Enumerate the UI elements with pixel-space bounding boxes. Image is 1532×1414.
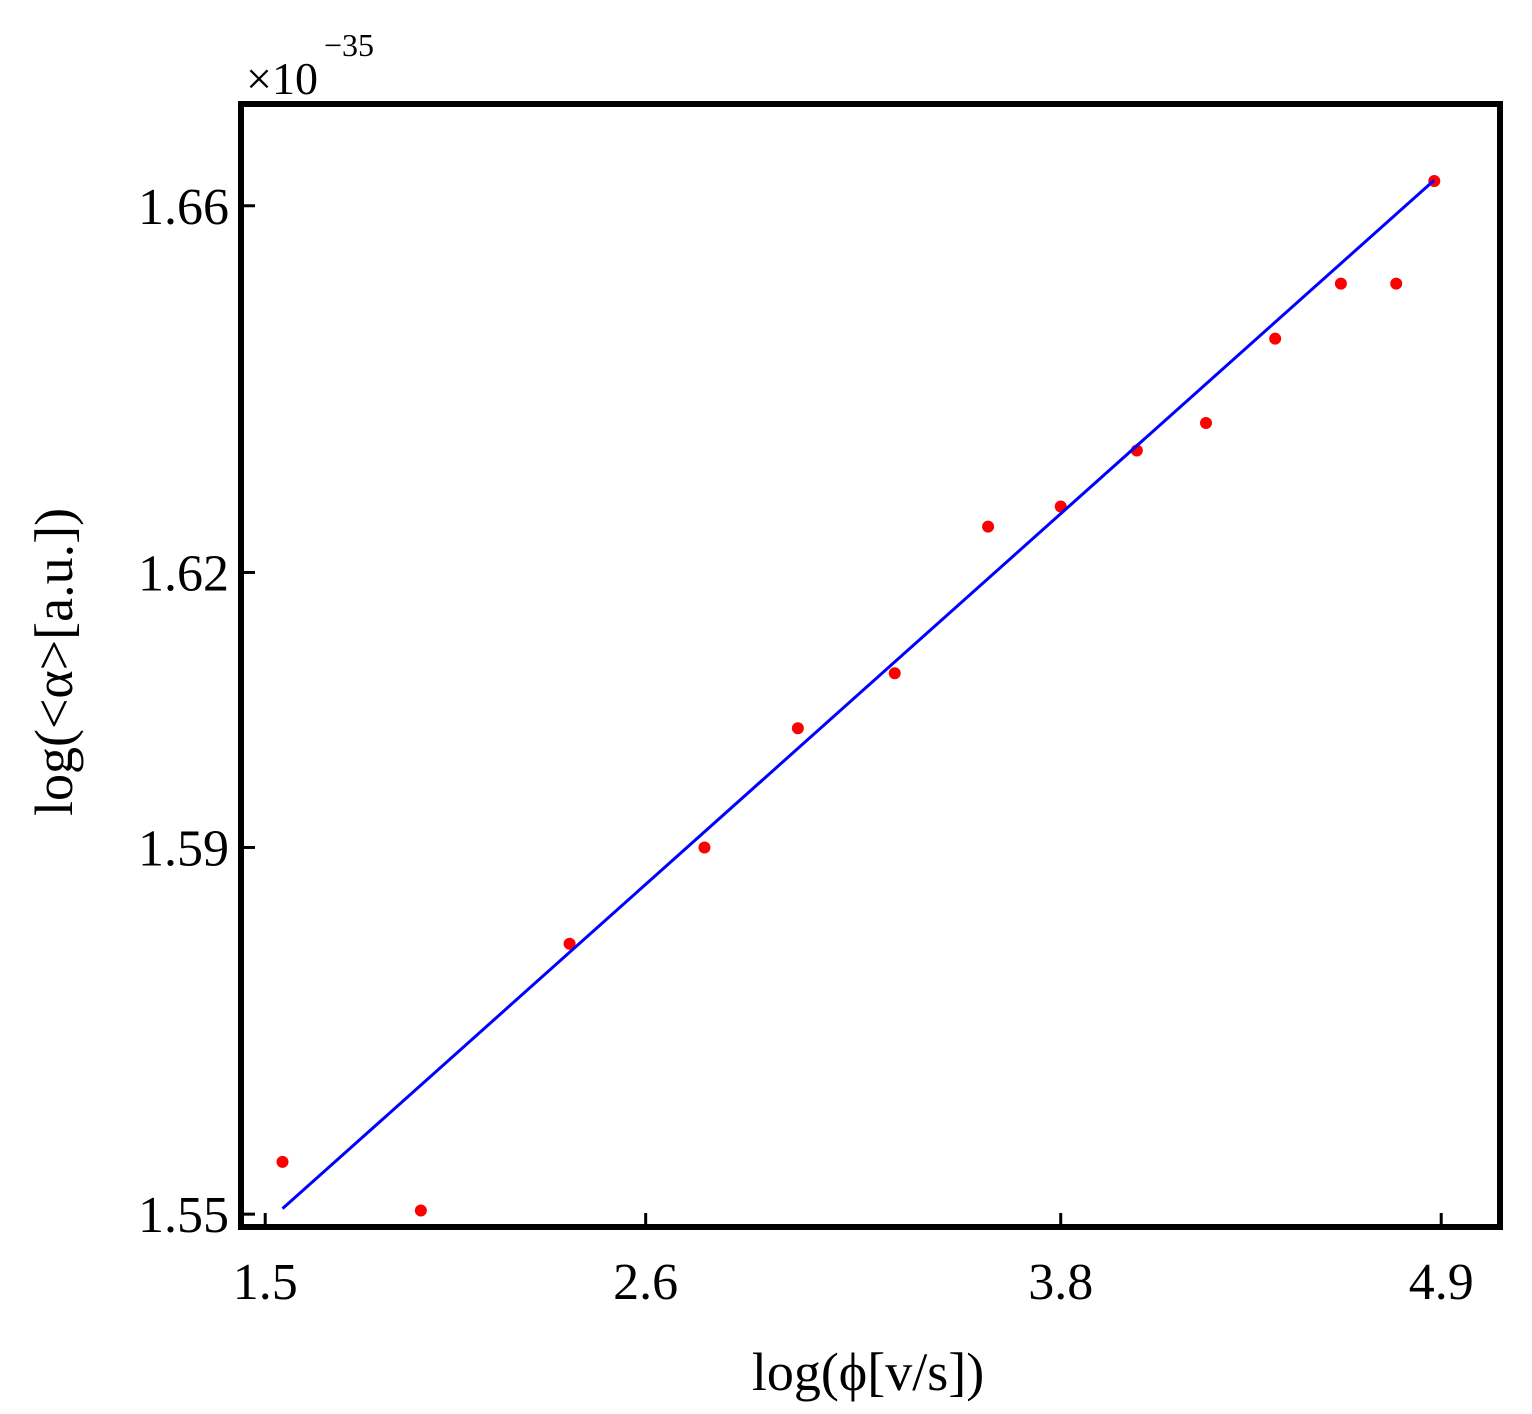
data-point-13 (1390, 277, 1403, 290)
fit-line (281, 178, 1436, 1210)
y-axis-multiplier: ×10 −35 (246, 27, 374, 104)
multiplier-exponent: −35 (324, 27, 374, 63)
data-point-11 (1269, 332, 1282, 345)
data-point-3 (563, 937, 576, 950)
data-point-7 (982, 520, 995, 533)
y-tick-label: 1.62 (138, 545, 229, 602)
multiplier-base: ×10 (246, 53, 318, 104)
x-tick-label: 1.5 (233, 1254, 298, 1311)
data-point-1 (276, 1155, 289, 1168)
x-axis: 1.5 2.6 3.8 4.9 (233, 1213, 1474, 1311)
data-point-2 (414, 1204, 427, 1217)
plot-area (276, 175, 1441, 1217)
y-axis: 1.55 1.59 1.62 1.66 (138, 179, 255, 1244)
y-axis-title: log(<α>[a.u.]) (24, 508, 84, 816)
data-point-6 (888, 667, 901, 680)
x-axis-title: log(ϕ[v/s]) (752, 1342, 984, 1402)
data-point-12 (1334, 277, 1347, 290)
data-point-10 (1200, 417, 1213, 430)
y-tick-label: 1.59 (138, 820, 229, 877)
y-tick-label: 1.55 (138, 1187, 229, 1244)
data-point-4 (698, 841, 711, 854)
data-point-5 (791, 722, 804, 735)
x-tick-label: 4.9 (1409, 1254, 1474, 1311)
x-tick-label: 2.6 (613, 1254, 678, 1311)
plot-frame (238, 101, 1503, 1230)
y-tick-label: 1.66 (138, 179, 229, 236)
x-tick-label: 3.8 (1028, 1254, 1093, 1311)
